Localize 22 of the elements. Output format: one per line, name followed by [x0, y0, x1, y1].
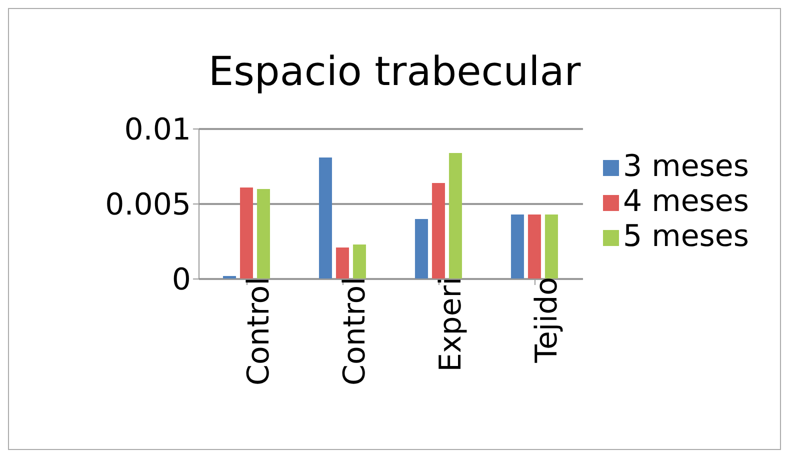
- bar: [528, 214, 541, 279]
- y-tick-label: 0.01: [124, 112, 191, 148]
- x-tick-label: Control: [337, 277, 372, 386]
- bar: [352, 244, 366, 279]
- bar: [318, 158, 332, 279]
- bar: [510, 214, 524, 279]
- y-tick-label: 0.005: [105, 188, 191, 223]
- x-tick-label: Tejido: [529, 277, 564, 364]
- bar: [544, 214, 558, 279]
- legend-label: 5 meses: [622, 219, 749, 254]
- bar: [448, 153, 462, 279]
- bar: [336, 248, 349, 279]
- bar: [432, 183, 445, 279]
- bar: [240, 188, 253, 279]
- bar: [414, 219, 428, 279]
- legend-label: 3 meses: [622, 149, 749, 184]
- bar: [257, 189, 270, 279]
- legend-label: 4 meses: [622, 184, 749, 219]
- x-tick-label: Experi: [433, 277, 468, 372]
- y-tick-label: 0: [172, 262, 191, 298]
- chart-title: Espacio trabecular: [207, 49, 582, 97]
- x-tick-label: Control: [241, 277, 276, 386]
